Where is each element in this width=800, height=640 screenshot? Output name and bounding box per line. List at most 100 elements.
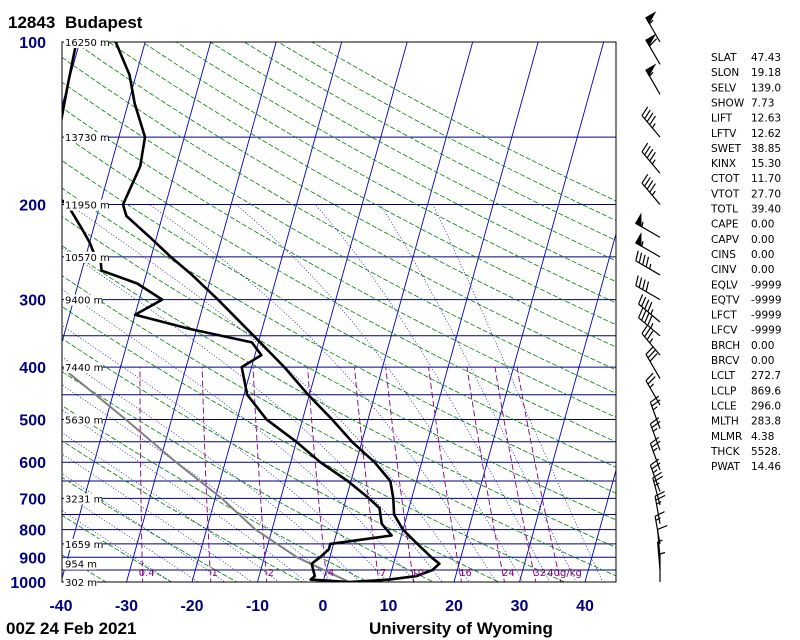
wind-barb-flag: [647, 301, 653, 312]
station-id: 12843: [8, 13, 55, 32]
wind-barb-flag: [644, 145, 651, 156]
index-value: 296.0: [751, 400, 781, 412]
moist-adiabat: [62, 384, 334, 582]
dry-adiabat: [62, 514, 173, 582]
wind-barb: [634, 212, 661, 238]
isotherm-line: [62, 42, 212, 581]
wind-barb-half-flag: [652, 427, 658, 432]
data-source: University of Wyoming: [369, 619, 553, 638]
wind-barb: [645, 346, 661, 379]
dry-adiabat: [142, 42, 616, 304]
wind-barb-flag: [645, 256, 650, 268]
moist-adiabat: [69, 204, 470, 582]
isotherm-line: [0, 42, 14, 593]
wind-barb-staff: [649, 423, 661, 451]
isotherm-line: [584, 468, 616, 582]
wind-barb-half-flag: [649, 338, 654, 344]
isotherm-line: [191, 42, 343, 582]
index-value: 139.0: [751, 82, 781, 94]
wind-barb-flag: [642, 279, 646, 290]
wind-barb-flag: [657, 524, 668, 530]
moist-adiabat: [235, 204, 524, 582]
dry-adiabat: [62, 405, 369, 582]
height-label: 10570 m: [65, 253, 110, 264]
wind-barb: [659, 551, 666, 582]
plot-frame: [61, 41, 617, 583]
wind-barb-flag: [649, 183, 656, 193]
wind-barb-flag: [645, 281, 650, 292]
dry-adiabat: [62, 133, 616, 443]
pressure-tick-label: 800: [19, 523, 46, 540]
height-label: 13730 m: [65, 133, 110, 144]
temperature-tick-label: 30: [511, 598, 529, 615]
wind-barb-flag: [646, 112, 654, 123]
wind-barb-flag: [647, 349, 656, 359]
wind-barb: [645, 11, 661, 43]
mixing-ratio-label: 2: [268, 568, 274, 579]
index-value: -9999: [751, 325, 782, 337]
height-label-bg: [64, 558, 97, 570]
wind-barb: [635, 250, 661, 276]
wind-barb-flag: [649, 38, 658, 47]
wind-barb-flag: [641, 142, 649, 153]
temperature-tick-label: 40: [576, 598, 594, 615]
index-key: SHOW: [711, 98, 745, 110]
wind-barbs: [634, 11, 668, 582]
dry-adiabat: [62, 338, 500, 582]
mixing-ratio-label: 16: [459, 568, 472, 579]
temperature-tick-label: 20: [445, 598, 463, 615]
dry-adiabat: [62, 245, 616, 548]
station-name: Budapest: [65, 13, 143, 32]
wind-barb-flag: [641, 106, 649, 116]
pressure-tick-label: 900: [19, 550, 46, 567]
isotherm-line: [62, 42, 81, 108]
wind-barb: [654, 490, 666, 524]
wind-barb-pennant: [634, 212, 642, 228]
wind-barb-half-flag: [654, 482, 660, 487]
index-value: 0.00: [751, 264, 774, 276]
wind-barb-staff: [635, 285, 661, 301]
pressure-axis-labels: 100 200 300 400 500 600 700 800 900 1000: [10, 35, 46, 592]
index-value: 14.46: [751, 461, 781, 473]
wind-barb-flag: [654, 511, 665, 517]
wind-barb-flag: [638, 307, 644, 319]
moist-adiabat: [62, 247, 443, 582]
wind-barb: [645, 372, 661, 406]
index-value: 0.00: [751, 234, 774, 246]
height-label: 302 m: [65, 578, 97, 589]
skewt-grid: [0, 42, 616, 593]
wind-barb: [641, 142, 661, 174]
index-key: CINV: [711, 264, 737, 276]
index-key: VTOT: [711, 188, 740, 200]
wind-barb-flag: [655, 494, 666, 501]
wind-barb-staff: [652, 477, 661, 506]
index-key: LCLT: [711, 370, 736, 382]
wind-barb-half-flag: [641, 221, 644, 227]
height-label: 3231 m: [65, 494, 103, 505]
pressure-tick-label: 200: [19, 198, 46, 215]
temperature-tick-label: -30: [115, 598, 138, 615]
index-value: 12.63: [751, 113, 781, 125]
dry-adiabat: [62, 370, 435, 582]
wind-barb: [641, 324, 661, 356]
wind-barb: [652, 471, 664, 506]
dry-adiabat: [62, 306, 566, 582]
isotherm-line: [62, 42, 146, 344]
height-label-bg: [64, 37, 109, 48]
wind-barb-flag: [644, 313, 650, 324]
wind-barb-staff: [645, 380, 661, 406]
wind-barb-staff: [641, 182, 661, 205]
index-key: LFCT: [711, 310, 737, 322]
moist-adiabat: [62, 356, 362, 582]
mixing-ratio-line: [466, 367, 505, 582]
wind-barb-flag: [641, 324, 649, 334]
wind-barb-half-flag: [659, 551, 666, 555]
wind-barb-flag: [638, 277, 643, 288]
index-key: CAPV: [711, 234, 740, 246]
dry-adiabat: [62, 476, 238, 582]
wind-barb-flag: [641, 310, 647, 321]
wind-barb: [649, 436, 661, 471]
pressure-tick-label: 600: [19, 455, 46, 472]
wind-barb: [645, 33, 661, 65]
